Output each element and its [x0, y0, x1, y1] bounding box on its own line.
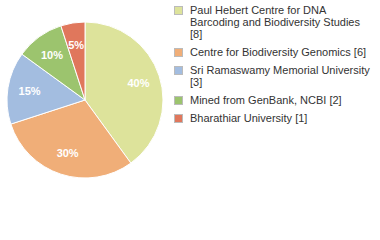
pie-area: 40% 30% 15% 10% 5% — [0, 0, 175, 240]
legend-label: Sri Ramaswamy Memorial University [3] — [190, 64, 370, 88]
pie-slice — [61, 22, 85, 100]
legend-swatch — [174, 66, 183, 75]
legend-label: Bharathiar University [1] — [190, 112, 307, 124]
legend-swatch — [174, 114, 183, 123]
legend-swatch — [174, 6, 183, 15]
legend-entry: Paul Hebert Centre for DNA Barcoding and… — [174, 4, 374, 40]
data-label: 30% — [57, 147, 79, 159]
legend-label: Mined from GenBank, NCBI [2] — [190, 94, 342, 106]
legend-label: Centre for Biodiversity Genomics [6] — [190, 46, 366, 58]
legend-entry: Bharathiar University [1] — [174, 112, 374, 124]
legend-label: Paul Hebert Centre for DNA Barcoding and… — [190, 4, 360, 40]
legend: Paul Hebert Centre for DNA Barcoding and… — [174, 4, 374, 130]
data-label: 10% — [41, 49, 63, 61]
chart: 40% 30% 15% 10% 5% Paul Hebert Centre for DN… — [0, 0, 380, 240]
data-label: 15% — [19, 85, 41, 97]
legend-entry: Mined from GenBank, NCBI [2] — [174, 94, 374, 106]
legend-entry: Centre for Biodiversity Genomics [6] — [174, 46, 374, 58]
data-label: 40% — [127, 77, 149, 89]
legend-swatch — [174, 48, 183, 57]
data-label: 5% — [68, 39, 84, 51]
legend-entry: Sri Ramaswamy Memorial University [3] — [174, 64, 374, 88]
legend-swatch — [174, 96, 183, 105]
